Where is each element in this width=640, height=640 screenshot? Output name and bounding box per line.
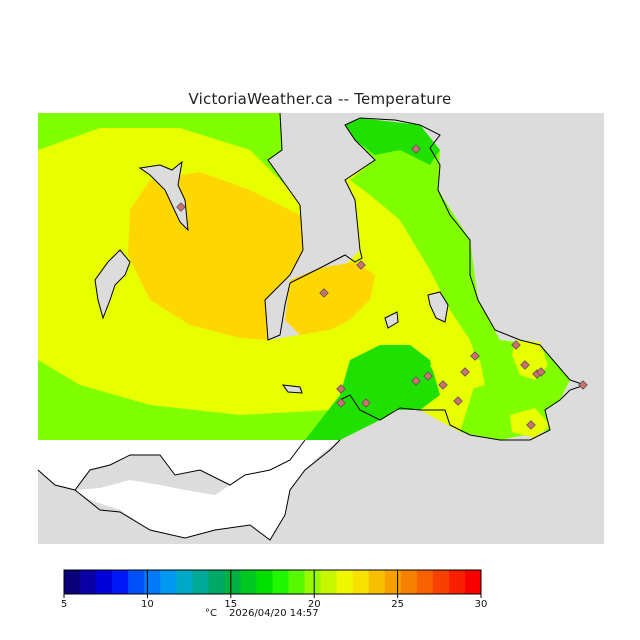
legend-cell [432,570,450,594]
station-marker[interactable] [578,380,588,390]
unshaded-water-strait [75,440,340,540]
station-marker[interactable] [423,371,433,381]
station-marker[interactable] [511,340,521,350]
legend-cell [112,570,129,594]
legend-cell [288,570,306,594]
islands [94,160,449,394]
legend-cell [272,570,290,594]
zone-warm-inlet [285,262,375,335]
legend-tick-label: 20 [308,599,321,610]
weather-stations[interactable] [176,144,588,430]
island-central [427,291,449,323]
legend-cell [96,570,113,594]
legend-cell [256,570,273,594]
station-marker[interactable] [356,260,366,270]
legend-cell [80,570,97,594]
legend-cell [240,570,257,594]
legend-footer: °C 2026/04/20 14:57 [205,608,331,619]
station-marker[interactable] [520,360,530,370]
legend-cell [64,570,81,594]
legend-tick-label: 15 [224,599,237,610]
legend-cell [416,570,434,594]
legend-tick-label: 25 [391,599,404,610]
legend-tick-label: 30 [475,599,488,610]
coastlines [37,112,587,541]
zone-cooler-south [305,345,440,440]
station-marker[interactable] [411,144,421,154]
legend-cell [224,570,241,594]
station-marker[interactable] [319,288,329,298]
legend-cell [384,570,402,594]
legend-cell [304,570,322,594]
map-title: VictoriaWeather.ca -- Temperature [188,90,452,108]
island-west [94,249,131,320]
legend-cell [320,570,338,594]
station-marker[interactable] [411,376,421,386]
island-small-2 [281,384,303,394]
island-small-1 [384,311,399,329]
legend-cell [128,570,145,594]
unshaded-water-south [38,440,305,490]
station-marker[interactable] [470,351,480,361]
legend-cell [336,570,354,594]
legend-tick-label: 5 [61,599,67,610]
legend-cell [352,570,370,594]
station-marker[interactable] [536,367,546,377]
timestamp: 2026/04/20 14:57 [228,608,319,619]
legend-cell [192,570,209,594]
legend-cell [176,570,193,594]
legend-color-bar [63,569,482,595]
legend-cell [208,570,225,594]
legend-cell [400,570,418,594]
unit-label: °C [205,608,217,619]
legend-cell [464,570,482,594]
zone-cool-east [345,118,570,440]
station-marker[interactable] [438,380,448,390]
station-marker[interactable] [453,396,463,406]
legend-cell [160,570,177,594]
legend-cell [144,570,161,594]
zone-cool-northwest [38,113,285,185]
zone-cool-southwest [38,360,340,440]
station-marker[interactable] [336,384,346,394]
station-marker[interactable] [361,398,371,408]
legend-cell [448,570,466,594]
station-marker[interactable] [176,202,186,212]
station-marker[interactable] [526,420,536,430]
station-marker[interactable] [460,367,470,377]
zone-warm-west [128,172,303,340]
island-northwest [138,160,189,232]
legend-cell [368,570,386,594]
station-marker[interactable] [336,398,346,408]
legend-tick-label: 10 [141,599,154,610]
legend-ticks: 5 10 15 20 25 30 [61,570,488,610]
